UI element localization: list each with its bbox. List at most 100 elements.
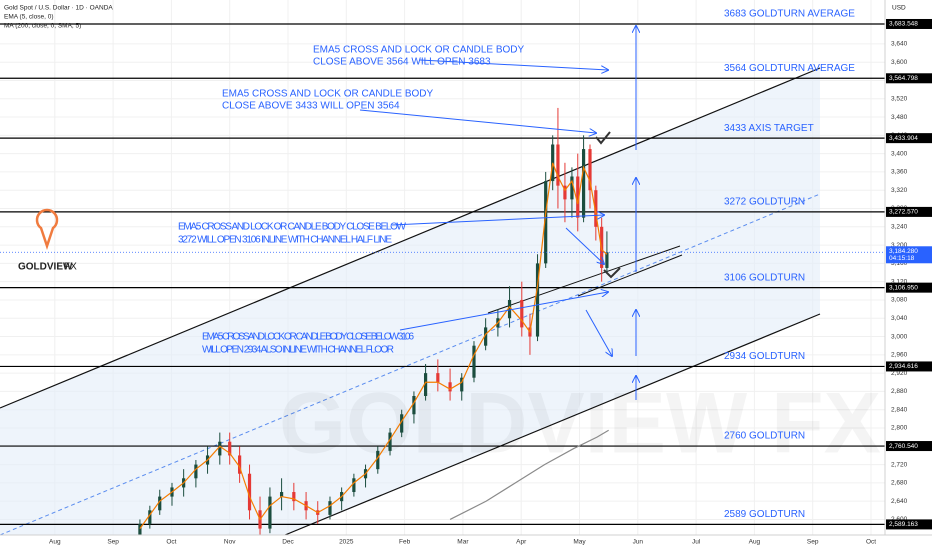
level-price: 3,564.798 <box>889 75 918 82</box>
candles <box>0 107 885 535</box>
price-axis <box>885 0 932 550</box>
x-tick-label: 2025 <box>339 539 354 546</box>
channel-mid <box>0 193 821 535</box>
brand-suffix: FX <box>64 262 77 273</box>
trend-line <box>577 254 683 297</box>
y-tick-label: 3,160 <box>891 260 908 267</box>
x-tick-label: Sep <box>807 539 819 546</box>
candle-body <box>448 382 452 392</box>
candle-body <box>484 327 488 346</box>
candle-body <box>507 299 512 319</box>
candle-body <box>376 450 380 470</box>
candle-body <box>472 345 476 378</box>
level-price-box <box>886 206 932 217</box>
candle-body <box>535 263 540 337</box>
x-tick-label: Oct <box>166 539 176 546</box>
y-tick-label: 3,480 <box>891 114 908 121</box>
candle-body <box>556 144 560 186</box>
y-tick-label: 3,000 <box>891 333 908 340</box>
level-text: 3433 AXIS TARGET <box>724 123 814 134</box>
y-tick-label: 3,360 <box>891 169 908 176</box>
candle-body <box>388 432 392 451</box>
watermark: GOLDVIEW FX <box>279 376 881 472</box>
y-tick-label: 2,960 <box>891 352 908 359</box>
x-tick-label: Sep <box>107 539 119 546</box>
candle-body <box>400 414 404 433</box>
x-tick-label: Jul <box>692 539 701 546</box>
candle-body <box>228 441 232 456</box>
candle-body <box>158 496 162 511</box>
candle-body <box>352 478 356 493</box>
level-price-box <box>886 361 932 372</box>
series-line <box>449 429 609 520</box>
annotation: CLOSE ABOVE 3564 WILL OPEN 3683 <box>313 57 491 68</box>
candle-body <box>436 373 440 383</box>
annotation: CLOSE ABOVE 3433 WILL OPEN 3564 <box>222 101 400 112</box>
x-tick-label: May <box>573 539 586 546</box>
annotation: EMA5 CROSS AND LOCK OR CANDLE BODY CLOSE… <box>178 222 407 233</box>
x-tick-label: Oct <box>866 539 876 546</box>
y-tick-label: 2,880 <box>891 388 908 395</box>
level-price-box <box>886 282 932 293</box>
x-tick-label: Apr <box>516 539 527 546</box>
level-price-box <box>886 18 932 29</box>
y-tick-label: 3,640 <box>891 41 908 48</box>
level-price-box <box>886 133 932 144</box>
logo: GOLDVIEW FX <box>18 208 77 273</box>
candle-body <box>460 377 464 392</box>
level-price-box <box>886 519 932 530</box>
y-tick-label: 2,920 <box>891 370 908 377</box>
x-tick-label: Mar <box>457 539 469 546</box>
level-text: 2934 GOLDTURN <box>724 351 805 362</box>
brand: GOLDVIEW <box>18 262 73 273</box>
candle-body <box>238 455 242 474</box>
candle-body <box>328 501 332 515</box>
y-tick-label: 3,400 <box>891 150 908 157</box>
level-price: 3,272.570 <box>889 209 918 216</box>
candle-body <box>148 510 152 525</box>
y-tick-label: 3,080 <box>891 297 908 304</box>
y-tick-label: 3,320 <box>891 187 908 194</box>
candle-body <box>563 185 567 200</box>
y-tick-label: 2,680 <box>891 480 908 487</box>
y-tick-label: 3,600 <box>891 59 908 66</box>
candle-body <box>581 149 586 218</box>
candle-body <box>412 395 416 415</box>
level-price-box <box>886 441 932 452</box>
y-tick-label: 2,720 <box>891 461 908 468</box>
level-price: 3,106.950 <box>889 284 918 291</box>
level-text: 2589 GOLDTURN <box>724 509 805 520</box>
level-price-box <box>886 73 932 84</box>
candle-body <box>594 190 598 227</box>
level-text: 2760 GOLDTURN <box>724 431 805 442</box>
axis-labels: 2,6002,6402,6802,7202,7602,8002,8402,880… <box>49 18 932 546</box>
level-text: 3272 GOLDTURN <box>724 197 805 208</box>
channel-lower <box>284 313 821 535</box>
y-tick-label: 2,800 <box>891 425 908 432</box>
candle-body <box>292 492 296 502</box>
level-price: 2,589.163 <box>889 521 918 528</box>
candle-body <box>423 373 428 396</box>
candle-body <box>570 176 574 200</box>
x-tick-label: Aug <box>49 539 61 546</box>
candle-body <box>588 149 592 191</box>
annotation: EMA5 CROSS AND LOCK OR CANDLE BODY CLOSE… <box>202 332 414 343</box>
candle-body <box>268 496 272 529</box>
x-tick-label: Feb <box>399 539 411 546</box>
annotation: EMA5 CROSS AND LOCK OR CANDLE BODY <box>313 45 524 56</box>
series-line <box>139 162 608 529</box>
y-tick-label: 2,840 <box>891 406 908 413</box>
annotation: WILL OPEN 2934 ALSO INLINE WITH CHANNEL … <box>202 345 394 356</box>
countdown: 04:15:18 <box>889 255 915 262</box>
level-text: 3683 GOLDTURN AVERAGE <box>724 9 855 20</box>
y-tick-label: 3,120 <box>891 278 908 285</box>
level-price: 3,683.548 <box>889 21 918 28</box>
x-tick-label: Nov <box>224 539 236 546</box>
legend: Gold Spot / U.S. Dollar · 1D · OANDA EMA… <box>4 5 113 30</box>
last-price: 3,184.280 <box>889 248 918 255</box>
y-tick-label: 3,240 <box>891 224 908 231</box>
candle-body <box>247 473 252 511</box>
levels: 3683 GOLDTURN AVERAGE 3564 GOLDTURN AVERA… <box>0 9 885 526</box>
candle-body <box>279 492 284 497</box>
